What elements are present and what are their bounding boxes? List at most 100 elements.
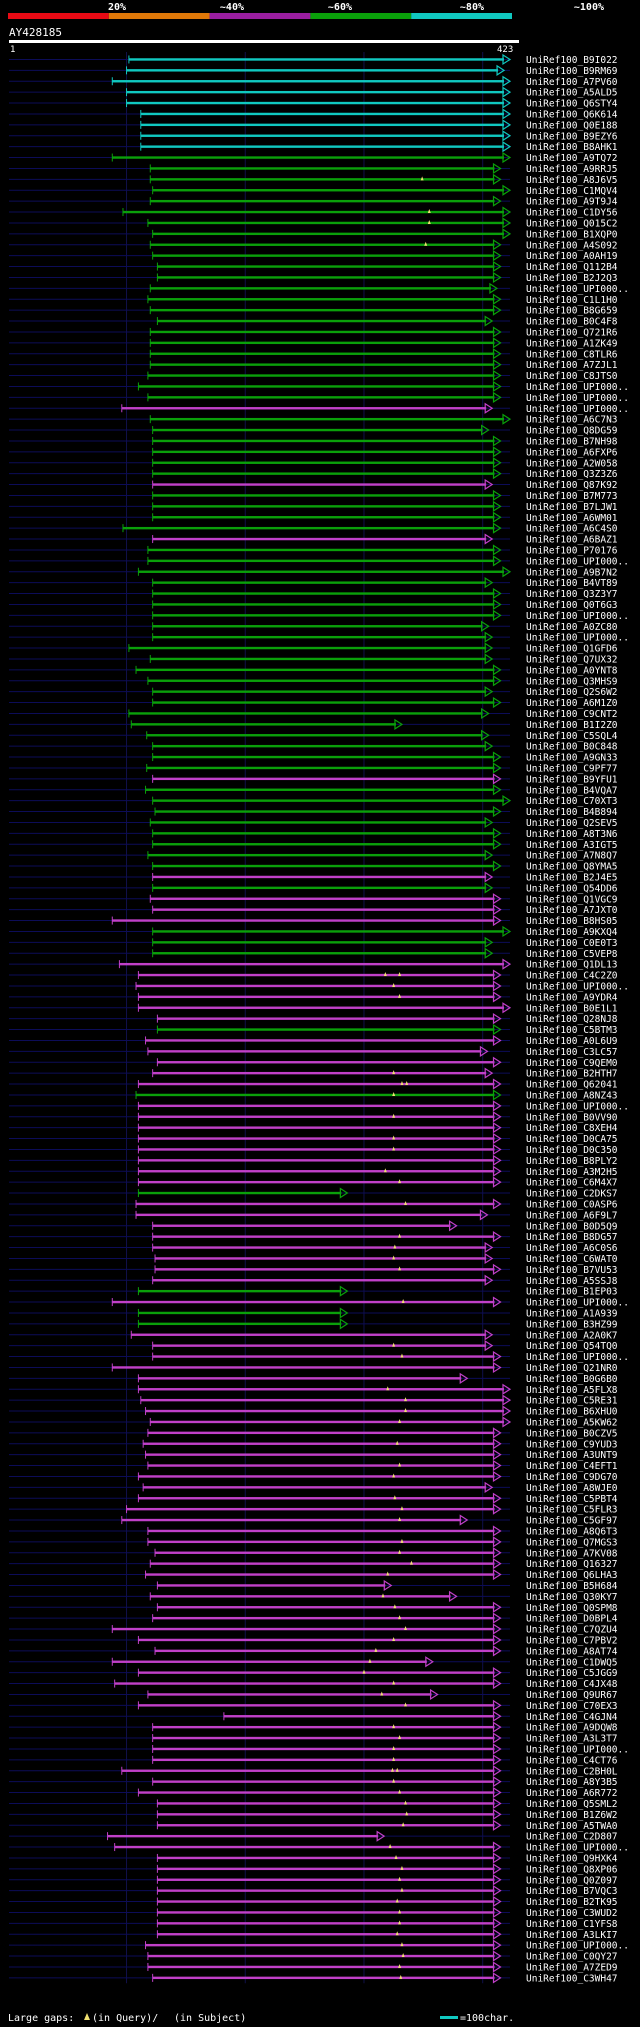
hit-row[interactable]: UniRef100_A9RRJ5 [9, 162, 618, 175]
hit-label[interactable]: UniRef100_B7LJW1 [526, 502, 618, 513]
hit-row[interactable]: UniRef100_B7VQC3 [9, 1885, 618, 1897]
hit-row[interactable]: UniRef100_B8PLY2 [9, 1154, 618, 1167]
hit-row[interactable]: UniRef100_B7NH98 [9, 435, 618, 447]
hit-row[interactable]: UniRef100_C5FLR3 [9, 1503, 618, 1516]
hit-label[interactable]: UniRef100_Q7UX32 [526, 654, 618, 665]
hit-label[interactable]: UniRef100_UPI000.. [526, 1941, 629, 1952]
hit-label[interactable]: UniRef100_C9PF77 [526, 763, 618, 774]
hit-label[interactable]: UniRef100_B2HTH7 [526, 1069, 618, 1080]
hit-row[interactable]: UniRef100_Q1GFD6 [9, 642, 618, 655]
hit-row[interactable]: UniRef100_A5FLX8 [9, 1383, 618, 1396]
hit-row[interactable]: UniRef100_Q9HXK4 [9, 1852, 618, 1864]
hit-row[interactable]: UniRef100_Q0SPM8 [9, 1601, 618, 1614]
hit-row[interactable]: UniRef100_Q1DL13 [9, 958, 618, 971]
hit-row[interactable]: UniRef100_C1DY56 [9, 206, 618, 219]
hit-label[interactable]: UniRef100_C4C2Z0 [526, 971, 618, 982]
hit-row[interactable]: UniRef100_UPI000.. [9, 380, 629, 393]
hit-row[interactable]: UniRef100_C9DG70 [9, 1470, 618, 1483]
hit-label[interactable]: UniRef100_A8Q6T3 [526, 1526, 618, 1537]
hit-row[interactable]: UniRef100_A3IGT5 [9, 838, 618, 851]
hit-label[interactable]: UniRef100_C4CT76 [526, 1755, 618, 1766]
hit-row[interactable]: UniRef100_A6WM01 [9, 511, 618, 524]
hit-row[interactable]: UniRef100_A7ZED9 [9, 1961, 618, 1973]
hit-row[interactable]: UniRef100_A7ZJL1 [9, 359, 618, 371]
hit-label[interactable]: UniRef100_A6R772 [526, 1788, 618, 1799]
hit-label[interactable]: UniRef100_C3WUD2 [526, 1908, 618, 1919]
hit-row[interactable]: UniRef100_A5KW62 [9, 1416, 618, 1428]
hit-label[interactable]: UniRef100_B2TK95 [526, 1897, 618, 1908]
hit-row[interactable]: UniRef100_A2W058 [9, 457, 618, 469]
hit-label[interactable]: UniRef100_B0VV90 [526, 1112, 618, 1123]
hit-row[interactable]: UniRef100_A5TWA0 [9, 1819, 618, 1832]
hit-label[interactable]: UniRef100_B7VU53 [526, 1265, 618, 1276]
hit-row[interactable]: UniRef100_A8NZ43 [9, 1089, 618, 1101]
hit-label[interactable]: UniRef100_C70EX3 [526, 1701, 618, 1712]
hit-row[interactable]: UniRef100_A8AT74 [9, 1645, 618, 1657]
hit-label[interactable]: UniRef100_B0C4F8 [526, 317, 618, 328]
hit-label[interactable]: UniRef100_A6BAZ1 [526, 535, 618, 546]
hit-row[interactable]: UniRef100_C9YUD3 [9, 1438, 618, 1450]
hit-row[interactable]: UniRef100_A4S092 [9, 239, 618, 251]
hit-label[interactable]: UniRef100_C8TLR6 [526, 349, 618, 360]
hit-label[interactable]: UniRef100_B4VT89 [526, 578, 618, 589]
hit-label[interactable]: UniRef100_B2J4E5 [526, 872, 618, 883]
hit-label[interactable]: UniRef100_B7M773 [526, 491, 618, 502]
hit-row[interactable]: UniRef100_B0E1L1 [9, 1002, 618, 1014]
hit-label[interactable]: UniRef100_Q1DL13 [526, 960, 618, 971]
hit-row[interactable]: UniRef100_Q6LHA3 [9, 1568, 618, 1581]
hit-row[interactable]: UniRef100_A7KV08 [9, 1547, 618, 1559]
hit-row[interactable]: UniRef100_C1YFS8 [9, 1917, 618, 1930]
hit-label[interactable]: UniRef100_C4JX48 [526, 1679, 618, 1690]
hit-row[interactable]: UniRef100_Q7UX32 [9, 653, 618, 665]
hit-label[interactable]: UniRef100_B0D5Q9 [526, 1221, 618, 1232]
hit-row[interactable]: UniRef100_B0D5Q9 [9, 1220, 618, 1232]
hit-label[interactable]: UniRef100_Q3MHS9 [526, 676, 618, 687]
hit-row[interactable]: UniRef100_A7JXT0 [9, 904, 618, 916]
hit-row[interactable]: UniRef100_C5RE31 [9, 1394, 618, 1407]
hit-label[interactable]: UniRef100_B8AHK1 [526, 142, 618, 153]
hit-label[interactable]: UniRef100_C6M4X7 [526, 1178, 618, 1189]
hit-row[interactable]: UniRef100_B0CZV5 [9, 1427, 618, 1439]
hit-row[interactable]: UniRef100_Q1VGC9 [9, 893, 618, 905]
hit-label[interactable]: UniRef100_UPI000.. [526, 382, 629, 393]
hit-label[interactable]: UniRef100_Q28NJ8 [526, 1014, 618, 1025]
hit-row[interactable]: UniRef100_Q62041 [9, 1078, 618, 1091]
hit-label[interactable]: UniRef100_Q62041 [526, 1080, 618, 1091]
hit-label[interactable]: UniRef100_D0CA75 [526, 1134, 618, 1145]
hit-label[interactable]: UniRef100_B1XQP0 [526, 229, 618, 240]
hit-label[interactable]: UniRef100_Q8XP06 [526, 1864, 618, 1875]
hit-row[interactable]: UniRef100_Q8XP06 [9, 1863, 618, 1875]
hit-row[interactable]: UniRef100_UPI000.. [9, 555, 629, 567]
hit-row[interactable]: UniRef100_UPI000.. [9, 980, 629, 992]
hit-label[interactable]: UniRef100_A3LKI7 [526, 1930, 618, 1941]
hit-row[interactable]: UniRef100_A0YNT8 [9, 664, 618, 676]
hit-row[interactable]: UniRef100_C5VEP8 [9, 947, 618, 960]
hit-row[interactable]: UniRef100_C3WH47 [9, 1972, 618, 1984]
hit-row[interactable]: UniRef100_C9QEM0 [9, 1056, 618, 1069]
hit-row[interactable]: UniRef100_C4CT76 [9, 1754, 618, 1766]
hit-label[interactable]: UniRef100_A0AH19 [526, 251, 618, 262]
hit-row[interactable]: UniRef100_C2DKS7 [9, 1187, 618, 1200]
hit-label[interactable]: UniRef100_Q3Z3Y7 [526, 589, 618, 600]
hit-label[interactable]: UniRef100_B9YFU1 [526, 774, 618, 785]
hit-row[interactable]: UniRef100_A8T3N6 [9, 827, 618, 840]
hit-label[interactable]: UniRef100_B4B894 [526, 807, 618, 818]
hit-row[interactable]: UniRef100_Q30KY7 [9, 1590, 618, 1603]
hit-label[interactable]: UniRef100_A3UNT9 [526, 1450, 618, 1461]
hit-row[interactable]: UniRef100_A3UNT9 [9, 1449, 618, 1461]
hit-row[interactable]: UniRef100_B1XQP0 [9, 228, 618, 240]
hit-row[interactable]: UniRef100_B9I022 [9, 53, 618, 66]
hit-row[interactable]: UniRef100_B8HS05 [9, 914, 618, 927]
hit-row[interactable]: UniRef100_Q0E188 [9, 119, 618, 131]
hit-row[interactable]: UniRef100_A6C7N3 [9, 413, 618, 426]
hit-row[interactable]: UniRef100_C8XEH4 [9, 1122, 618, 1134]
hit-row[interactable]: UniRef100_C5PBT4 [9, 1492, 618, 1505]
hit-row[interactable]: UniRef100_C9PF77 [9, 762, 618, 774]
hit-label[interactable]: UniRef100_C1DY56 [526, 208, 618, 219]
hit-row[interactable]: UniRef100_P70176 [9, 544, 618, 556]
hit-label[interactable]: UniRef100_A3M2H5 [526, 1167, 618, 1178]
hit-row[interactable]: UniRef100_A9GN33 [9, 751, 618, 764]
hit-label[interactable]: UniRef100_UPI000.. [526, 981, 629, 992]
hit-label[interactable]: UniRef100_A8J6V5 [526, 175, 618, 186]
hit-label[interactable]: UniRef100_B0E1L1 [526, 1003, 618, 1014]
